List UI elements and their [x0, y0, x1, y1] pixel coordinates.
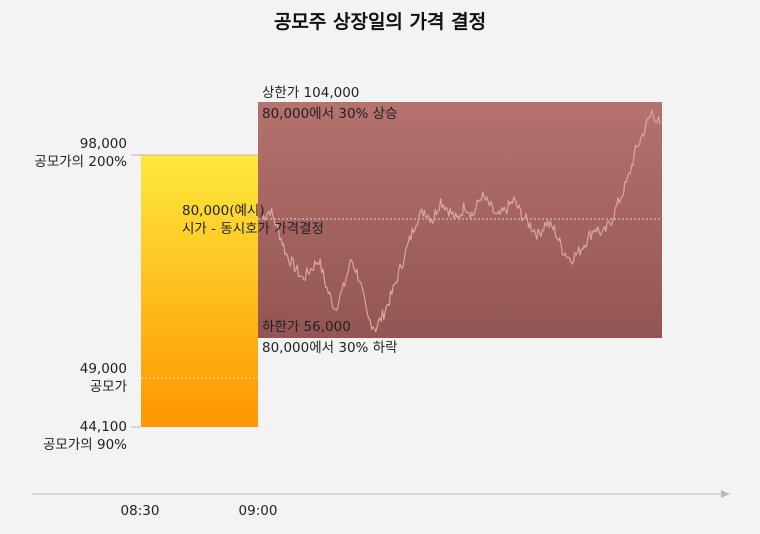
- bottom-price-value: 44,100: [80, 419, 127, 435]
- time-axis-arrow: [721, 490, 730, 498]
- tick-label-0830: 08:30: [121, 503, 160, 519]
- lower-limit-desc: 80,000에서 30% 하락: [262, 340, 398, 356]
- tick-label-0900: 09:00: [239, 503, 278, 519]
- upper-limit-label: 상한가 104,000: [262, 85, 359, 101]
- upper-limit-desc: 80,000에서 30% 상승: [262, 106, 398, 122]
- price-movement-line: [261, 109, 661, 333]
- ipo-price-value: 49,000: [80, 361, 127, 377]
- lower-limit-label: 하한가 56,000: [262, 319, 351, 335]
- top-price-value: 98,000: [80, 136, 127, 152]
- top-price-desc: 공모가의 200%: [34, 154, 127, 170]
- chart-title: 공모주 상장일의 가격 결정: [274, 11, 486, 33]
- open-price-value: 80,000(예시): [182, 203, 265, 219]
- open-price-desc: 시가 - 동시호가 가격결정: [182, 221, 324, 237]
- ipo-price-desc: 공모가: [90, 379, 127, 395]
- bottom-price-desc: 공모가의 90%: [43, 437, 127, 453]
- preopen-price-range: [141, 155, 258, 427]
- price-limit-band: [258, 102, 662, 338]
